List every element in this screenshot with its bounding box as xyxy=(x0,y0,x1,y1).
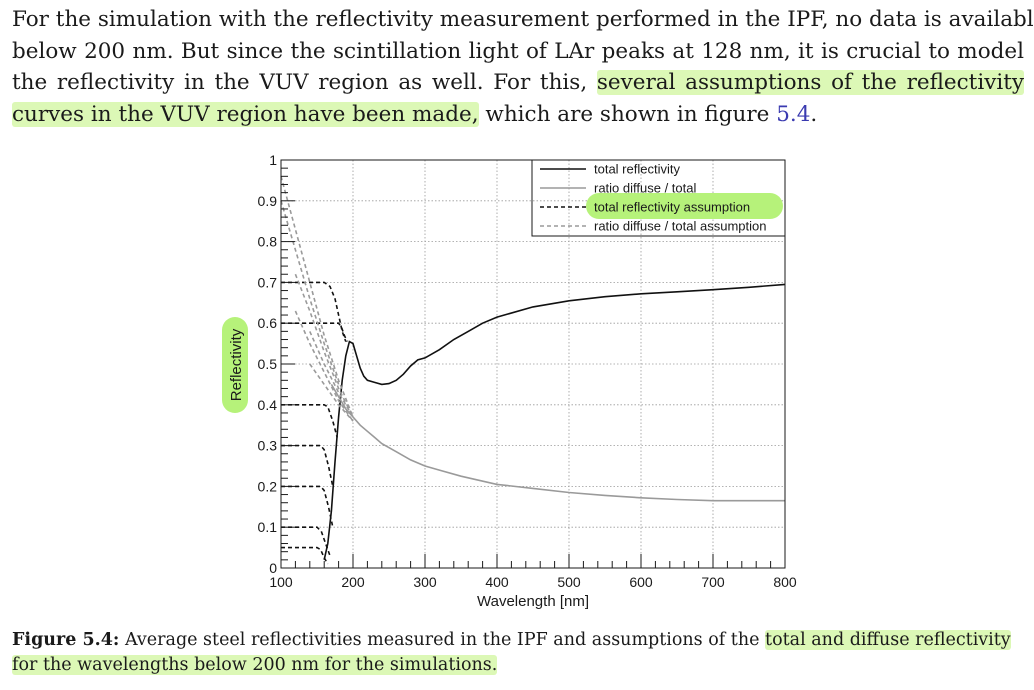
y-axis-label-highlight xyxy=(222,317,248,413)
caption-text: Average steel reflectivities measured in… xyxy=(124,630,760,650)
series-total-reflectivity-assumption-curve xyxy=(281,404,338,438)
x-tick-label: 700 xyxy=(701,574,725,590)
reflectivity-chart: Reflectivity 100 200 300 400 500 600 700 800 00… xyxy=(222,152,797,610)
paragraph-line-2: below 200 nm. But since the scintillatio… xyxy=(12,38,1024,64)
highlight-assumptions: several assumptions of the reflectivity xyxy=(596,70,1025,95)
series-total-reflectivity-assumption-curve xyxy=(281,444,334,487)
ticks-group xyxy=(280,159,786,569)
series-total-reflectivity-assumption-curve xyxy=(281,281,347,342)
series-group xyxy=(280,176,786,565)
y-tick-labels: 0 0.1 0.2 0.3 0.4 0.5 0.6 0.7 0.8 0.9 1 xyxy=(258,152,278,576)
paragraph-line-3-text: the reflectivity in the VUV region as we… xyxy=(12,70,588,95)
series-ratio-diffuse-total-assumption-curve xyxy=(280,176,354,418)
y-tick-label: 0 xyxy=(269,560,277,576)
series-ratio-diffuse-total-assumption-curve xyxy=(280,200,340,385)
caption-highlight-2: for the wavelengths below 200 nm for the… xyxy=(12,655,498,675)
paragraph-line-4-text: which are shown in figure xyxy=(485,101,770,127)
x-tick-label: 500 xyxy=(557,574,581,590)
series-total-reflectivity-assumption-curve xyxy=(281,526,331,557)
x-tick-label: 600 xyxy=(629,574,653,590)
caption-highlight-1: total and diffuse reflectivity xyxy=(765,630,1011,650)
y-axis-label-group: Reflectivity xyxy=(222,317,248,413)
x-axis-label: Wavelength [nm] xyxy=(477,593,589,610)
figure-reference-link[interactable]: 5.4 xyxy=(776,101,811,127)
legend-entry: total reflectivity assumption xyxy=(594,200,750,215)
series-ratio-diffuse-total xyxy=(330,383,785,502)
x-tick-labels: 100 200 300 400 500 600 700 800 xyxy=(269,574,797,590)
series-total-reflectivity-assumption-curve xyxy=(281,322,348,342)
body-paragraph: For the simulation with the reflectivity… xyxy=(12,4,1034,131)
x-tick-label: 400 xyxy=(485,574,509,590)
y-tick-label: 0.2 xyxy=(258,478,278,494)
x-tick-label: 300 xyxy=(413,574,437,590)
legend-entry: ratio diffuse / total assumption xyxy=(594,219,766,234)
paragraph-line-3: the reflectivity in the VUV region as we… xyxy=(12,67,1025,99)
y-tick-label: 0.5 xyxy=(258,356,278,372)
legend-entry: ratio diffuse / total xyxy=(594,181,696,196)
series-ratio-diffuse-total-assumption-curve xyxy=(294,310,354,422)
y-tick-label: 0.1 xyxy=(258,519,278,535)
y-tick-label: 1 xyxy=(269,152,277,168)
y-tick-label: 0.4 xyxy=(258,397,278,413)
series-ratio-diffuse-total-assumption-curve xyxy=(309,331,354,418)
series-total-reflectivity-assumption-curve xyxy=(281,546,329,565)
series-ratio-diffuse-total-assumption-curve xyxy=(309,363,354,422)
paragraph-line-1: For the simulation with the reflectivity… xyxy=(12,7,1034,32)
legend-highlight-group xyxy=(586,193,783,219)
y-tick-label: 0.7 xyxy=(258,274,278,290)
x-tick-label: 800 xyxy=(773,574,797,590)
legend-highlight xyxy=(586,193,783,219)
y-tick-label: 0.9 xyxy=(258,193,278,209)
legend-box xyxy=(531,159,786,237)
highlight-vuv-region: curves in the VUV region have been made, xyxy=(12,101,479,127)
series-total-reflectivity-assumption-curve xyxy=(281,485,334,528)
x-tick-label: 100 xyxy=(269,574,293,590)
series-ratio-diffuse-total-assumption-curve xyxy=(294,273,354,418)
paragraph-line-4: curves in the VUV region have been made,… xyxy=(12,99,1024,131)
paragraph-period: . xyxy=(810,101,818,127)
legend-entry: total reflectivity xyxy=(594,162,680,177)
caption-label: Figure 5.4: xyxy=(12,630,120,650)
y-tick-label: 0.6 xyxy=(258,315,278,331)
legend: total reflectivity ratio diffuse / total t… xyxy=(531,159,786,237)
figure-caption: Figure 5.4: Average steel reflectivities… xyxy=(12,628,1024,678)
y-tick-label: 0.8 xyxy=(258,234,278,250)
series-total-reflectivity xyxy=(323,283,786,560)
y-tick-label: 0.3 xyxy=(258,438,278,454)
x-tick-label: 200 xyxy=(341,574,365,590)
caption-line-1: Figure 5.4: Average steel reflectivities… xyxy=(12,628,1024,653)
caption-line-2: for the wavelengths below 200 nm for the… xyxy=(12,653,1024,678)
y-axis-label: Reflectivity xyxy=(228,328,245,401)
